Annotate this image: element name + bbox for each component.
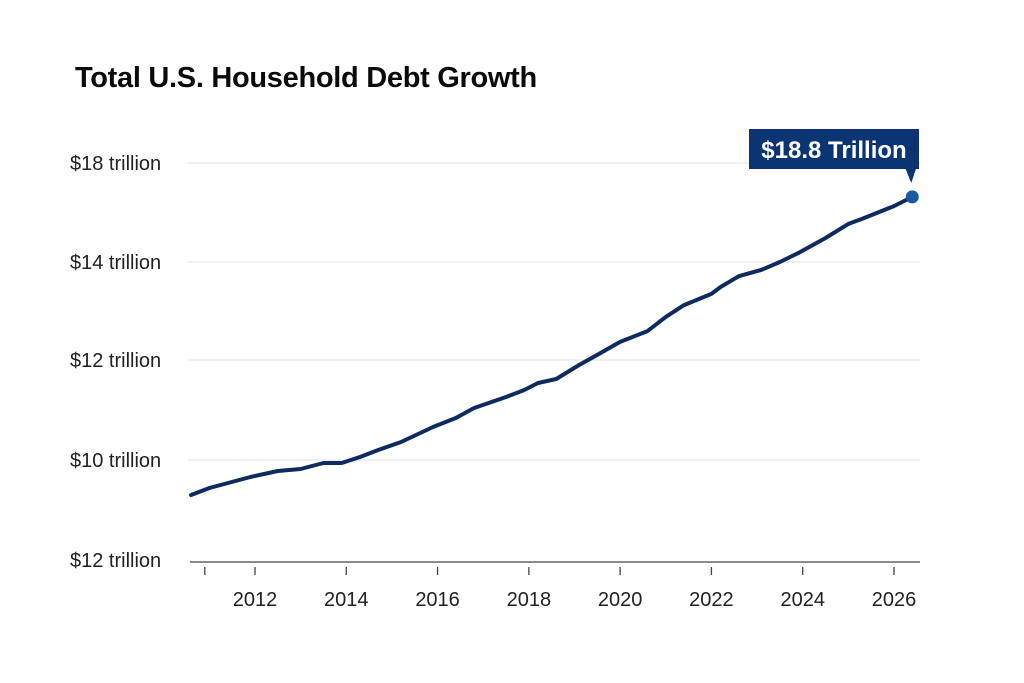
callout-label: $18.8 Trillion bbox=[761, 137, 906, 164]
x-tick-label: 2014 bbox=[324, 589, 369, 611]
series-line bbox=[189, 194, 915, 497]
x-tick-label: 2012 bbox=[233, 589, 278, 611]
y-tick-label: $14 trillion bbox=[70, 252, 161, 274]
y-axis: $18 trillion $14 trillion $12 trillion $10 … bbox=[70, 153, 161, 572]
y-tick-label: $12 trillion bbox=[70, 550, 161, 572]
series-layer bbox=[189, 190, 919, 497]
x-tick-label: 2020 bbox=[598, 589, 643, 611]
x-tick-label: 2024 bbox=[780, 589, 825, 611]
y-tick-label: $12 trillion bbox=[70, 350, 161, 372]
y-tick-label: $18 trillion bbox=[70, 153, 161, 175]
x-tick-label: 2018 bbox=[507, 589, 552, 611]
gridlines bbox=[188, 162, 920, 461]
callout-box bbox=[749, 129, 919, 169]
value-callout: $18.8 Trillion bbox=[749, 129, 919, 183]
x-tick-label: 2016 bbox=[415, 589, 460, 611]
x-tick-label: 2022 bbox=[689, 589, 734, 611]
chart-title: Total U.S. Household Debt Growth bbox=[75, 62, 537, 94]
callout-pointer bbox=[905, 168, 917, 183]
y-tick-label: $10 trillion bbox=[70, 450, 161, 472]
x-axis: 2012 2014 2016 2018 2020 2022 2024 2026 bbox=[190, 561, 920, 611]
annotation-layer: $18.8 Trillion bbox=[749, 129, 919, 183]
x-tick-label: 2026 bbox=[872, 589, 917, 611]
endpoint-marker bbox=[905, 190, 919, 204]
